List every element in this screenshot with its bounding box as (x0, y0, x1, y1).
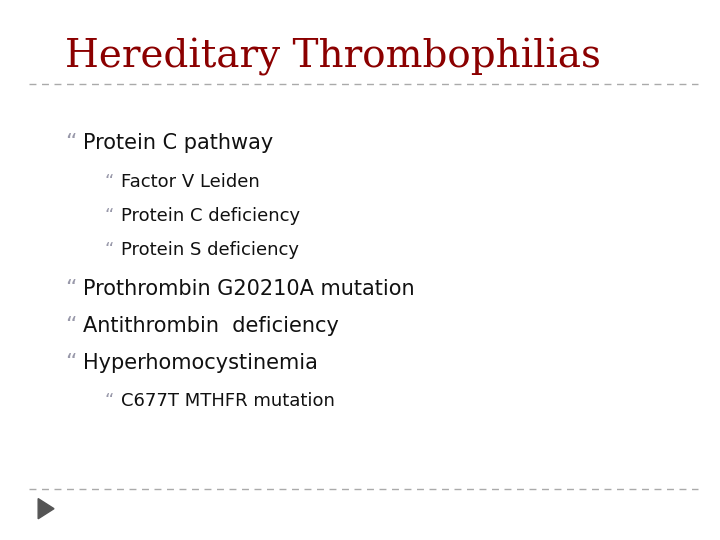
Text: “: “ (104, 241, 114, 259)
Text: “: “ (65, 279, 76, 300)
Text: Hereditary Thrombophilias: Hereditary Thrombophilias (65, 38, 600, 76)
Text: C677T MTHFR mutation: C677T MTHFR mutation (121, 392, 335, 410)
Text: “: “ (104, 392, 114, 410)
Polygon shape (38, 498, 54, 519)
Text: “: “ (65, 133, 76, 153)
Text: “: “ (65, 316, 76, 336)
Text: Antithrombin  deficiency: Antithrombin deficiency (83, 316, 338, 336)
Text: Factor V Leiden: Factor V Leiden (121, 173, 260, 191)
Text: Protein S deficiency: Protein S deficiency (121, 241, 299, 259)
Text: “: “ (65, 353, 76, 373)
Text: “: “ (104, 173, 114, 191)
Text: Protein C deficiency: Protein C deficiency (121, 207, 300, 225)
Text: Prothrombin G20210A mutation: Prothrombin G20210A mutation (83, 279, 415, 300)
Text: “: “ (104, 207, 114, 225)
Text: Hyperhomocystinemia: Hyperhomocystinemia (83, 353, 318, 373)
Text: Protein C pathway: Protein C pathway (83, 133, 273, 153)
